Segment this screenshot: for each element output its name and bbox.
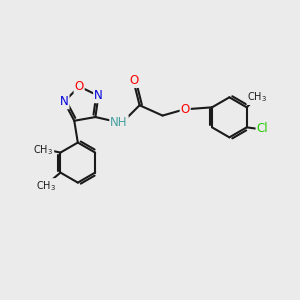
Text: N: N — [60, 95, 69, 108]
Text: O: O — [130, 74, 139, 87]
Text: O: O — [74, 80, 84, 93]
Text: Cl: Cl — [256, 122, 268, 135]
Text: CH$_3$: CH$_3$ — [33, 143, 53, 157]
Text: CH$_3$: CH$_3$ — [247, 90, 267, 104]
Text: CH$_3$: CH$_3$ — [36, 179, 56, 193]
Text: O: O — [181, 103, 190, 116]
Text: NH: NH — [110, 116, 128, 129]
Text: N: N — [94, 89, 103, 102]
